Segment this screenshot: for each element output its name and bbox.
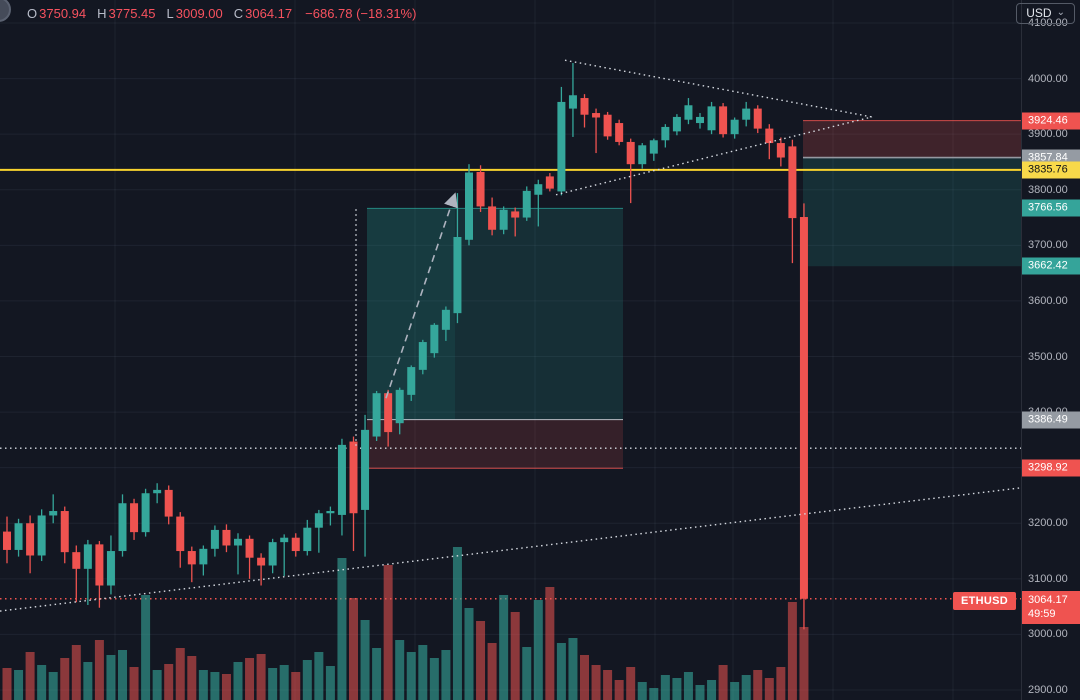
- bar-countdown: 49:59: [1028, 607, 1056, 620]
- ohlc-readout: O 3750.94 H 3775.45 L 3009.00 C 3064.17 −686…: [27, 6, 416, 21]
- price-level-label[interactable]: 3924.46: [1022, 112, 1080, 130]
- price-tick: 3800.00: [1028, 183, 1068, 196]
- close-value: C 3064.17: [233, 6, 293, 21]
- candlestick-layer: [3, 63, 808, 630]
- currency-label: USD: [1026, 6, 1052, 20]
- current-price: 3064.17: [1028, 593, 1068, 606]
- price-level-label[interactable]: 3766.56: [1022, 199, 1080, 217]
- right-red-zone[interactable]: [803, 120, 1022, 158]
- price-level-label[interactable]: 3386.49: [1022, 411, 1080, 429]
- low-value: L 3009.00: [166, 6, 223, 21]
- mid-red-zone[interactable]: [367, 419, 623, 469]
- support-trendline[interactable]: [0, 486, 1022, 612]
- right-teal-zone[interactable]: [803, 157, 1022, 267]
- volume-layer: [2, 547, 809, 700]
- price-tick: 2900.00: [1028, 684, 1068, 696]
- wedge-upper-line[interactable]: [564, 59, 873, 118]
- horizontal-price-lines: [0, 168, 1022, 600]
- price-level-label[interactable]: 3662.42: [1022, 257, 1080, 275]
- price-tick: 3700.00: [1028, 239, 1068, 252]
- price-chart-canvas[interactable]: [0, 0, 1022, 700]
- change-value: −686.78 (−18.31%): [305, 6, 417, 21]
- price-tick: 3900.00: [1028, 128, 1068, 141]
- price-axis[interactable]: 3064.17 49:59 4100.00 4000.00 3900.00 3800.…: [1021, 0, 1080, 700]
- symbol-price-badge[interactable]: ETHUSD: [952, 591, 1016, 610]
- price-level-label[interactable]: 3298.92: [1022, 459, 1080, 477]
- open-value: O 3750.94: [27, 6, 87, 21]
- price-tick: 3500.00: [1028, 350, 1068, 363]
- price-tick: 3200.00: [1028, 517, 1068, 530]
- current-price-axis-label: 3064.17 49:59: [1022, 590, 1080, 624]
- currency-selector[interactable]: USD ⌄: [1016, 3, 1075, 24]
- high-value: H 3775.45: [97, 6, 156, 21]
- price-level-label[interactable]: 3835.76: [1022, 161, 1080, 179]
- chevron-down-icon: ⌄: [1056, 7, 1065, 18]
- price-tick: 3000.00: [1028, 628, 1068, 641]
- chart-drawings: [0, 59, 1022, 612]
- price-tick: 3100.00: [1028, 572, 1068, 585]
- wedge-lower-line[interactable]: [555, 116, 873, 196]
- price-tick: 4000.00: [1028, 72, 1068, 85]
- price-tick: 3600.00: [1028, 294, 1068, 307]
